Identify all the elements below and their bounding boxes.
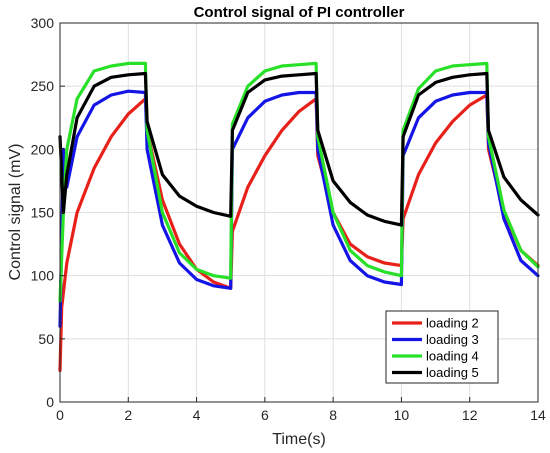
- y-tick-label: 0: [46, 394, 54, 410]
- x-tick-label: 8: [329, 407, 337, 423]
- legend-label: loading 3: [426, 332, 479, 347]
- legend-label: loading 5: [426, 365, 479, 380]
- series-lines: [58, 61, 540, 372]
- legend-label: loading 4: [426, 349, 479, 364]
- x-tick-label: 4: [193, 407, 201, 423]
- x-tick-label: 6: [261, 407, 269, 423]
- x-axis-title: Time(s): [272, 431, 326, 448]
- series-line-3: [58, 61, 540, 303]
- y-axis-title: Control signal (mV): [7, 144, 24, 281]
- x-tick-label: 12: [462, 407, 478, 423]
- series-line-1: [58, 93, 540, 372]
- series-line-2: [58, 89, 540, 328]
- y-tick-label: 250: [31, 78, 55, 94]
- y-tick-label: 300: [31, 15, 55, 31]
- y-tick-label: 200: [31, 141, 55, 157]
- chart-title: Control signal of PI controller: [194, 4, 405, 21]
- y-tick-label: 100: [31, 268, 55, 284]
- x-tick-label: 10: [394, 407, 410, 423]
- x-tick-label: 0: [56, 407, 64, 423]
- legend-label: loading 2: [426, 316, 479, 331]
- y-tick-label: 150: [31, 205, 55, 221]
- x-tick-label: 2: [124, 407, 132, 423]
- series-line-4: [58, 71, 540, 227]
- y-tick-label: 50: [38, 331, 54, 347]
- x-tick-label: 14: [530, 407, 546, 423]
- axis-ticks: 0 2 4 6 8 10 12 14 0 50 100 150 200 250 300: [31, 15, 546, 423]
